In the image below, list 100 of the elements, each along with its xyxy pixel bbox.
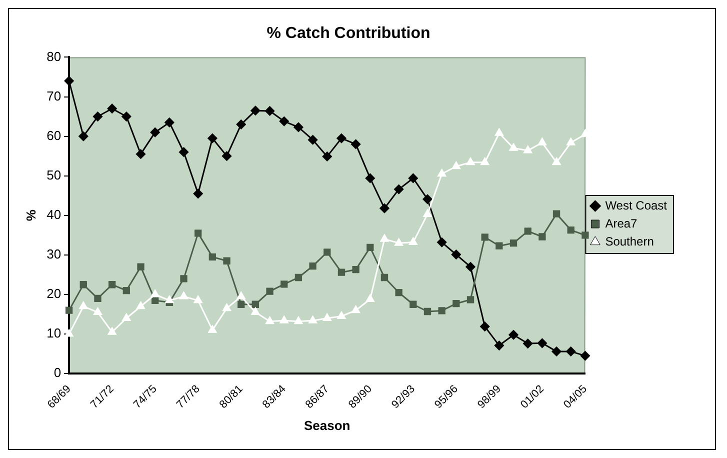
point — [408, 173, 418, 183]
point — [294, 316, 303, 324]
point — [480, 158, 490, 166]
point — [222, 304, 231, 312]
point — [552, 346, 562, 356]
point — [338, 268, 346, 276]
point — [150, 290, 160, 298]
point — [552, 158, 561, 166]
point — [452, 300, 460, 308]
point — [466, 296, 474, 304]
point — [424, 308, 432, 316]
point — [180, 275, 188, 282]
point — [208, 253, 216, 261]
point — [351, 139, 361, 149]
point — [452, 162, 460, 170]
point — [552, 210, 560, 218]
legend-label: Area7 — [605, 216, 638, 230]
point — [150, 128, 160, 138]
point — [164, 118, 174, 128]
point — [266, 316, 274, 324]
point — [510, 240, 518, 247]
point — [394, 238, 404, 246]
point — [193, 188, 203, 198]
point — [136, 149, 146, 159]
point — [265, 106, 275, 116]
point — [566, 138, 576, 146]
point — [78, 132, 88, 142]
point — [352, 266, 360, 274]
point — [408, 238, 418, 246]
point — [524, 228, 532, 235]
point — [410, 300, 417, 308]
point — [223, 257, 230, 264]
point — [322, 313, 332, 321]
point — [79, 302, 88, 310]
point — [108, 281, 116, 288]
point — [451, 250, 461, 260]
point — [324, 248, 331, 256]
point — [94, 308, 102, 316]
point — [394, 184, 404, 194]
point — [365, 173, 375, 183]
point — [366, 294, 374, 302]
point — [179, 147, 189, 157]
y-tick-label: 40 — [46, 206, 62, 222]
point — [152, 296, 159, 304]
legend-label: Southern — [605, 234, 654, 248]
point — [280, 316, 288, 324]
point — [438, 307, 446, 314]
point — [582, 232, 589, 239]
point — [366, 244, 374, 252]
point — [538, 138, 546, 146]
y-tick-label: 30 — [46, 246, 62, 262]
point — [250, 106, 260, 116]
y-tick-label: 50 — [46, 167, 62, 182]
point — [523, 338, 533, 348]
point — [509, 143, 518, 151]
point — [252, 300, 260, 308]
point — [494, 128, 504, 136]
point — [566, 346, 576, 356]
point — [92, 112, 102, 122]
x-axis-title: Season — [304, 418, 350, 433]
point — [208, 325, 217, 333]
y-axis-title: % — [23, 209, 38, 222]
point — [508, 330, 518, 340]
chart-title: % Catch Contribution — [266, 25, 430, 42]
point — [64, 76, 74, 86]
point — [308, 135, 318, 145]
point — [80, 281, 87, 288]
point — [494, 340, 504, 350]
point — [537, 338, 547, 348]
y-tick-label: 70 — [46, 88, 62, 104]
y-tick-label: 80 — [46, 48, 62, 64]
point — [194, 230, 202, 237]
point — [336, 134, 346, 144]
point — [294, 122, 304, 132]
point — [236, 120, 246, 130]
point — [222, 151, 232, 161]
point — [337, 312, 346, 320]
point — [437, 238, 447, 248]
point — [122, 313, 131, 321]
point — [108, 327, 116, 335]
point — [380, 204, 390, 214]
point — [524, 146, 532, 154]
point — [538, 233, 546, 240]
point — [136, 302, 145, 310]
point — [308, 316, 318, 324]
point — [438, 169, 446, 177]
point — [496, 242, 503, 250]
point — [236, 292, 246, 300]
point — [567, 226, 574, 234]
point — [322, 152, 332, 162]
point — [294, 274, 302, 282]
point — [466, 158, 475, 166]
point — [165, 296, 174, 304]
point — [380, 234, 389, 242]
point — [395, 288, 402, 296]
point — [180, 292, 188, 300]
point — [238, 300, 245, 308]
point — [380, 274, 388, 282]
point — [107, 104, 117, 114]
point — [481, 234, 488, 241]
